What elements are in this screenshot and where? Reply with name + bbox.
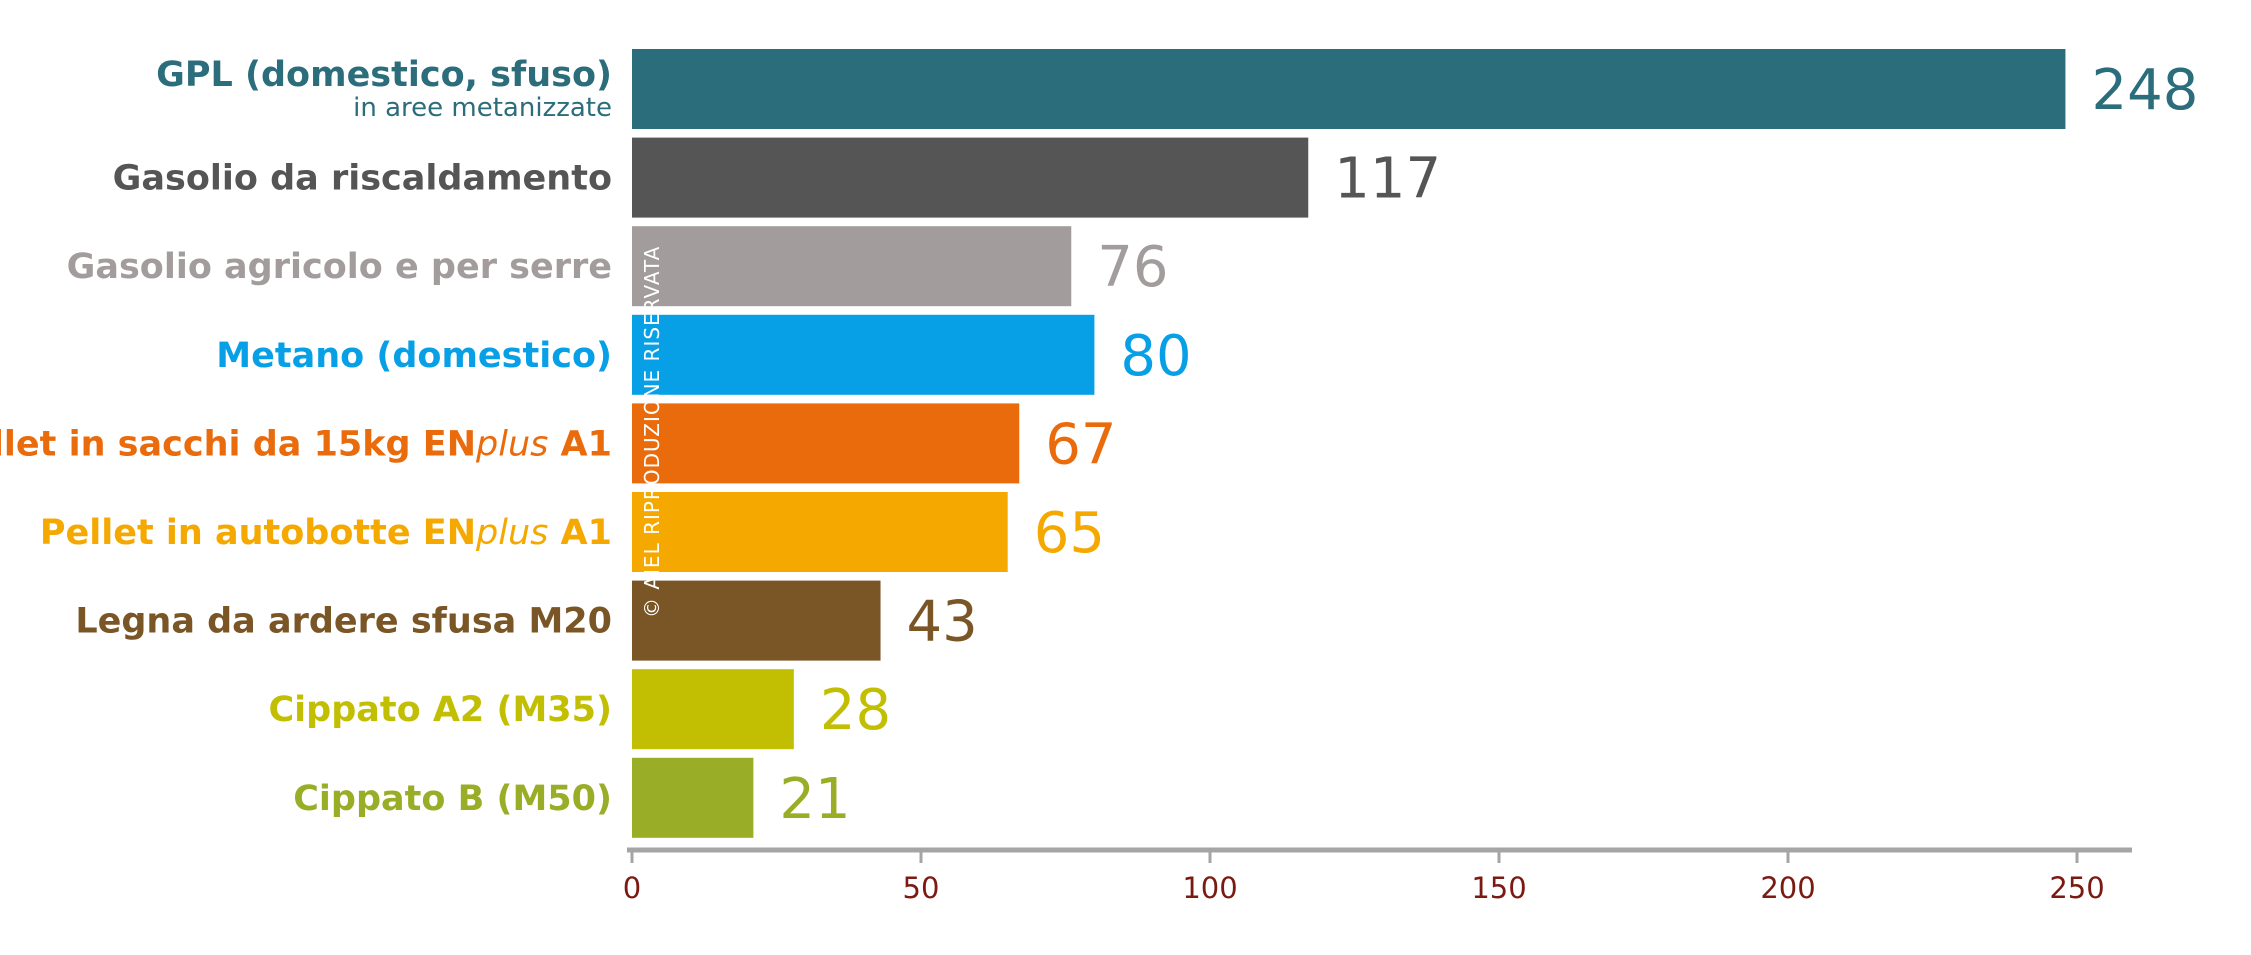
category-label-part: A1 <box>548 424 612 464</box>
bar <box>632 580 881 661</box>
category-label: Pellet in autobotte ENplus A1 <box>40 513 612 553</box>
bar <box>632 757 754 838</box>
x-axis: 0 50 100 150 200 250 <box>623 847 2132 905</box>
category-label-part: Pellet in sacchi da 15kg EN <box>0 424 476 464</box>
bar <box>632 492 1008 572</box>
bars-group <box>632 49 2066 838</box>
value-label: 21 <box>779 767 850 832</box>
bar <box>632 137 1309 218</box>
category-label-part: A1 <box>548 513 612 553</box>
bar <box>632 403 1020 484</box>
category-label: Metano (domestico) <box>216 336 612 376</box>
x-tick-label: 250 <box>2049 871 2104 905</box>
value-label: 67 <box>1045 412 1116 477</box>
value-label: 80 <box>1120 324 1191 389</box>
x-tick-label: 200 <box>1760 871 1815 905</box>
category-label: Pellet in sacchi da 15kg ENplus A1 <box>0 424 612 464</box>
category-label: GPL (domestico, sfuso) <box>156 55 612 95</box>
category-label: Gasolio da riscaldamento <box>113 159 612 199</box>
category-label: Gasolio agricolo e per serre <box>67 247 612 287</box>
category-sublabel: in aree metanizzate <box>353 93 612 123</box>
value-label: 117 <box>1334 147 1441 212</box>
x-tick-label: 0 <box>623 871 641 905</box>
bar <box>632 226 1072 307</box>
category-label-part: Pellet in autobotte EN <box>40 513 476 553</box>
value-label: 43 <box>907 590 978 655</box>
x-tick-label: 50 <box>903 871 940 905</box>
category-label: Legna da ardere sfusa M20 <box>75 602 612 642</box>
category-labels-group: GPL (domestico, sfuso)in aree metanizzat… <box>0 55 612 819</box>
value-label: 248 <box>2091 58 2198 123</box>
bar <box>632 314 1095 395</box>
bar <box>632 49 2066 129</box>
value-label: 28 <box>820 678 891 743</box>
bar <box>632 669 794 750</box>
value-label: 65 <box>1034 501 1105 566</box>
category-label-part: plus <box>475 513 548 553</box>
category-label-part: plus <box>475 424 548 464</box>
category-label: Cippato B (M50) <box>293 779 612 819</box>
watermark: © AIEL RIPRODUZIONE RISERVATA <box>640 246 664 618</box>
x-tick-label: 100 <box>1182 871 1237 905</box>
category-label: Cippato A2 (M35) <box>268 690 612 730</box>
value-label: 76 <box>1097 235 1168 300</box>
x-tick-label: 150 <box>1471 871 1526 905</box>
